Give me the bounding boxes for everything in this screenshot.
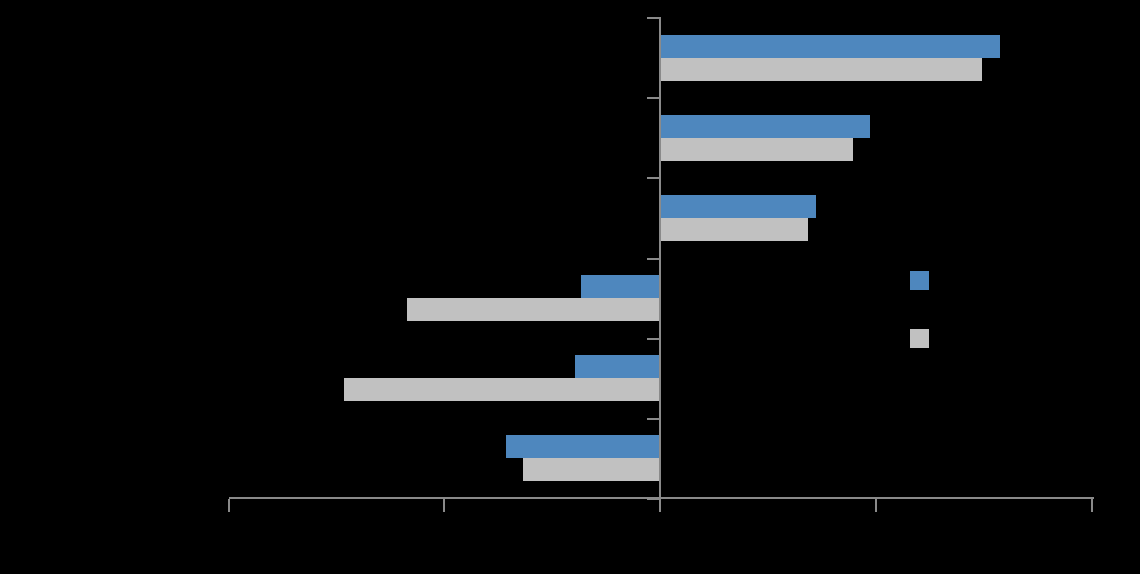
category-axis-tick (647, 338, 660, 340)
legend-swatch-gray (910, 329, 929, 348)
category-axis-tick (647, 97, 660, 99)
category-axis-tick (647, 17, 660, 19)
category-axis-tick (647, 177, 660, 179)
bar-series-blue-group-1 (661, 35, 1000, 58)
legend-swatch-blue (910, 271, 929, 290)
value-axis-line (229, 497, 1094, 499)
bar-series-blue-group-6 (506, 435, 659, 458)
bar-series-gray-group-6 (523, 458, 659, 481)
bar-series-blue-group-4 (581, 275, 659, 298)
bar-series-gray-group-4 (407, 298, 659, 321)
value-axis-tick (1091, 499, 1093, 512)
value-axis-tick (228, 499, 230, 512)
category-axis-tick (647, 498, 660, 500)
bar-series-gray-group-5 (344, 378, 659, 401)
bar-series-gray-group-2 (661, 138, 853, 161)
bar-series-gray-group-1 (661, 58, 982, 81)
bar-series-gray-group-3 (661, 218, 808, 241)
bar-series-blue-group-2 (661, 115, 870, 138)
category-axis-tick (647, 258, 660, 260)
value-axis-tick (875, 499, 877, 512)
value-axis-tick (659, 499, 661, 512)
value-axis-tick (443, 499, 445, 512)
bar-series-blue-group-3 (661, 195, 816, 218)
category-axis-line (659, 17, 661, 511)
bar-series-blue-group-5 (575, 355, 659, 378)
category-axis-tick (647, 418, 660, 420)
